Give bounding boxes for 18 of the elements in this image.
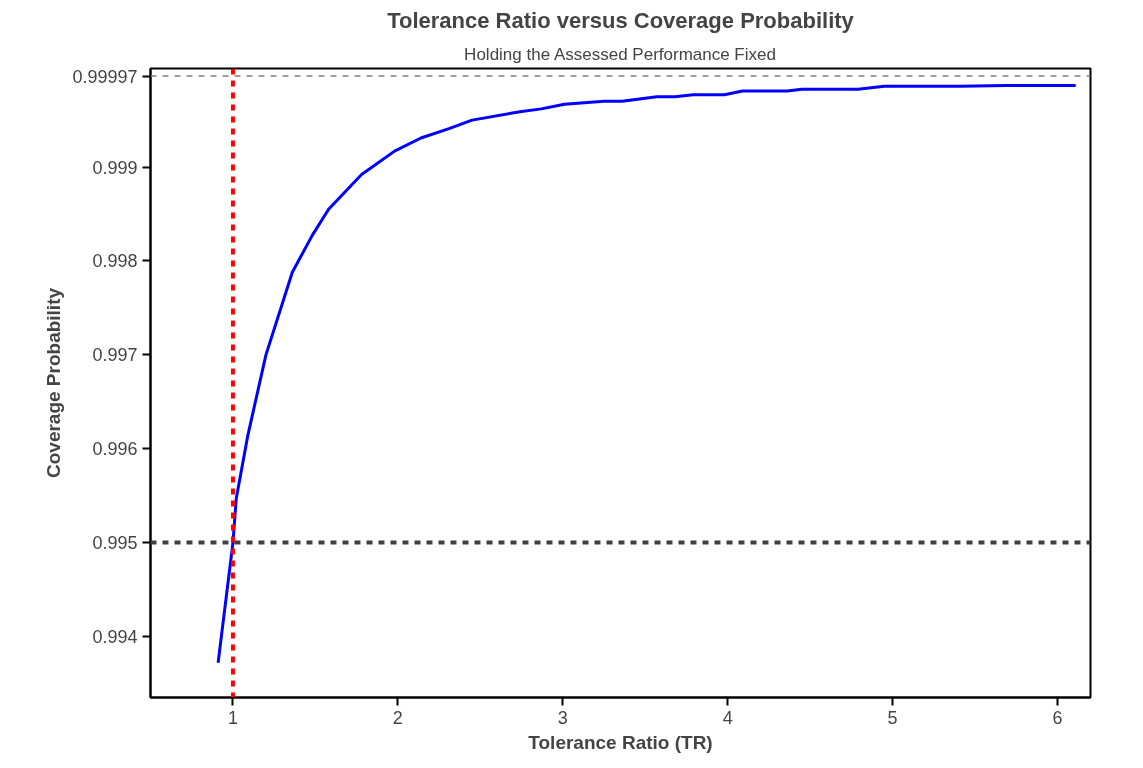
y-tick-label: 0.994 (92, 626, 138, 647)
x-axis-title: Tolerance Ratio (TR) (528, 731, 713, 753)
y-tick-label: 0.996 (92, 439, 138, 460)
y-tick-label: 0.997 (92, 345, 138, 366)
chart-subtitle: Holding the Assessed Performance Fixed (464, 44, 776, 64)
x-tick-label: 3 (557, 707, 568, 728)
x-tick-label: 1 (227, 707, 238, 728)
x-tick-label: 6 (1052, 707, 1063, 728)
y-tick-label: 0.995 (92, 533, 138, 554)
x-tick-label: 4 (722, 707, 733, 728)
x-tick-label: 5 (887, 707, 898, 728)
chart-title: Tolerance Ratio versus Coverage Probability (387, 7, 855, 33)
line-series (216, 83, 1078, 665)
y-tick-label: 0.998 (92, 251, 138, 272)
y-tick-label: 0.99997 (72, 66, 138, 87)
x-tick-label: 2 (392, 707, 403, 728)
y-tick-label: 0.999 (92, 157, 138, 178)
y-axis-title: Coverage Probability (43, 287, 65, 479)
